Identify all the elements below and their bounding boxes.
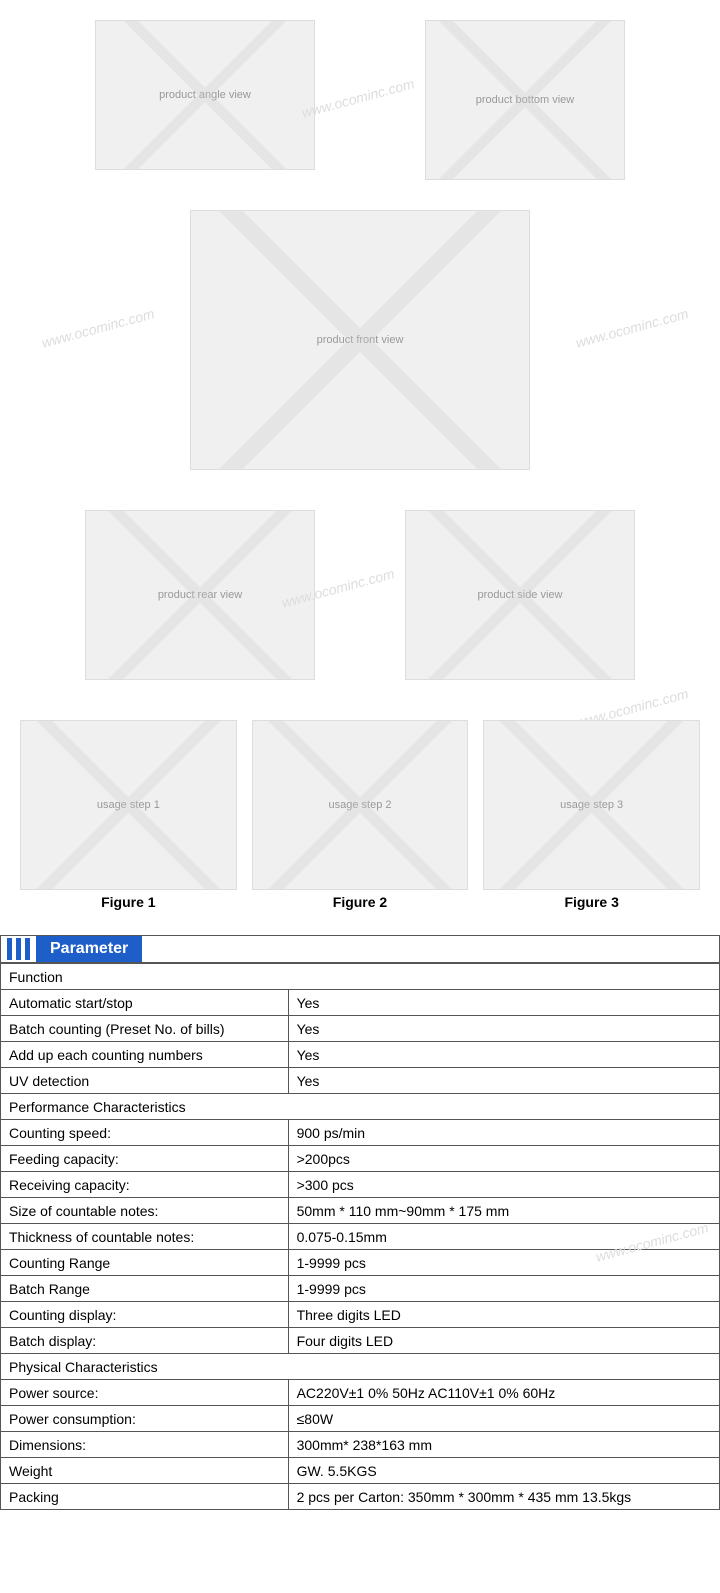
table-value-cell: Yes (288, 990, 719, 1016)
table-value-cell: Yes (288, 1068, 719, 1094)
table-key-cell: Weight (1, 1458, 289, 1484)
product-images-top-row: product angle view www.ocominc.com produ… (0, 0, 720, 200)
section-title: Parameter (36, 936, 142, 962)
table-value-cell: GW. 5.5KGS (288, 1458, 719, 1484)
table-row: Add up each counting numbersYes (1, 1042, 720, 1068)
table-key-cell: Counting display: (1, 1302, 289, 1328)
table-key-cell: Power source: (1, 1380, 289, 1406)
table-value-cell: Yes (288, 1016, 719, 1042)
table-row: Counting Range1-9999 pcs (1, 1250, 720, 1276)
table-value-cell: ≤80W (288, 1406, 719, 1432)
table-section-cell: Function (1, 964, 720, 990)
table-row: Dimensions:300mm* 238*163 mm (1, 1432, 720, 1458)
table-value-cell: >200pcs (288, 1146, 719, 1172)
product-main-image-row: www.ocominc.com product front view www.o… (0, 200, 720, 500)
table-value-cell: 900 ps/min (288, 1120, 719, 1146)
table-key-cell: Size of countable notes: (1, 1198, 289, 1224)
table-row: Packing2 pcs per Carton: 350mm * 300mm *… (1, 1484, 720, 1510)
table-value-cell: 0.075-0.15mm (288, 1224, 719, 1250)
table-key-cell: Add up each counting numbers (1, 1042, 289, 1068)
table-row: Automatic start/stopYes (1, 990, 720, 1016)
figure-item: usage step 3 Figure 3 (483, 720, 700, 910)
table-value-cell: Three digits LED (288, 1302, 719, 1328)
table-row: Power consumption:≤80W (1, 1406, 720, 1432)
table-row: Size of countable notes:50mm * 110 mm~90… (1, 1198, 720, 1224)
watermark-text: www.ocominc.com (40, 305, 156, 350)
figures-row: www.ocominc.com usage step 1 Figure 1 us… (0, 710, 720, 920)
table-value-cell: 1-9999 pcs (288, 1276, 719, 1302)
table-value-cell: 300mm* 238*163 mm (288, 1432, 719, 1458)
product-image-bottom: product bottom view (425, 20, 625, 180)
watermark-text: www.ocominc.com (574, 305, 690, 350)
header-bars-icon (1, 938, 36, 960)
table-key-cell: Counting Range (1, 1250, 289, 1276)
watermark-text: www.ocominc.com (300, 75, 416, 120)
table-key-cell: Dimensions: (1, 1432, 289, 1458)
table-section-cell: Performance Characteristics (1, 1094, 720, 1120)
table-key-cell: Batch Range (1, 1276, 289, 1302)
table-section-cell: Physical Characteristics (1, 1354, 720, 1380)
table-value-cell: 1-9999 pcs (288, 1250, 719, 1276)
table-value-cell: >300 pcs (288, 1172, 719, 1198)
table-key-cell: Counting speed: (1, 1120, 289, 1146)
table-row: Feeding capacity:>200pcs (1, 1146, 720, 1172)
table-row: Power source:AC220V±1 0% 50Hz AC110V±1 0… (1, 1380, 720, 1406)
table-key-cell: UV detection (1, 1068, 289, 1094)
figure-2-image: usage step 2 (252, 720, 469, 890)
table-value-cell: 2 pcs per Carton: 350mm * 300mm * 435 mm… (288, 1484, 719, 1510)
table-key-cell: Batch counting (Preset No. of bills) (1, 1016, 289, 1042)
product-image-rear: product rear view (85, 510, 315, 680)
table-value-cell: Four digits LED (288, 1328, 719, 1354)
table-key-cell: Batch display: (1, 1328, 289, 1354)
table-key-cell: Automatic start/stop (1, 990, 289, 1016)
table-row: Batch display:Four digits LED (1, 1328, 720, 1354)
product-image-angle: product angle view (95, 20, 315, 170)
parameter-section-header: Parameter (0, 935, 720, 963)
table-row: Counting speed:900 ps/min (1, 1120, 720, 1146)
table-key-cell: Feeding capacity: (1, 1146, 289, 1172)
table-row: Batch Range1-9999 pcs (1, 1276, 720, 1302)
figure-3-label: Figure 3 (483, 894, 700, 910)
table-row: UV detectionYes (1, 1068, 720, 1094)
table-value-cell: Yes (288, 1042, 719, 1068)
table-row: Receiving capacity:>300 pcs (1, 1172, 720, 1198)
table-key-cell: Receiving capacity: (1, 1172, 289, 1198)
table-row: Function (1, 964, 720, 990)
table-row: Batch counting (Preset No. of bills)Yes (1, 1016, 720, 1042)
figure-3-image: usage step 3 (483, 720, 700, 890)
table-key-cell: Thickness of countable notes: (1, 1224, 289, 1250)
table-row: WeightGW. 5.5KGS (1, 1458, 720, 1484)
product-images-bottom-row: product rear view www.ocominc.com produc… (0, 500, 720, 710)
table-row: Physical Characteristics (1, 1354, 720, 1380)
table-row: Performance Characteristics (1, 1094, 720, 1120)
table-row: Counting display:Three digits LED (1, 1302, 720, 1328)
table-row: Thickness of countable notes:0.075-0.15m… (1, 1224, 720, 1250)
parameter-table: FunctionAutomatic start/stopYesBatch cou… (0, 963, 720, 1510)
figure-1-label: Figure 1 (20, 894, 237, 910)
figure-item: usage step 1 Figure 1 (20, 720, 237, 910)
table-key-cell: Power consumption: (1, 1406, 289, 1432)
table-value-cell: AC220V±1 0% 50Hz AC110V±1 0% 60Hz (288, 1380, 719, 1406)
figure-2-label: Figure 2 (252, 894, 469, 910)
product-image-front: product front view (190, 210, 530, 470)
figure-1-image: usage step 1 (20, 720, 237, 890)
table-value-cell: 50mm * 110 mm~90mm * 175 mm (288, 1198, 719, 1224)
figure-item: usage step 2 Figure 2 (252, 720, 469, 910)
table-key-cell: Packing (1, 1484, 289, 1510)
product-image-side: product side view (405, 510, 635, 680)
